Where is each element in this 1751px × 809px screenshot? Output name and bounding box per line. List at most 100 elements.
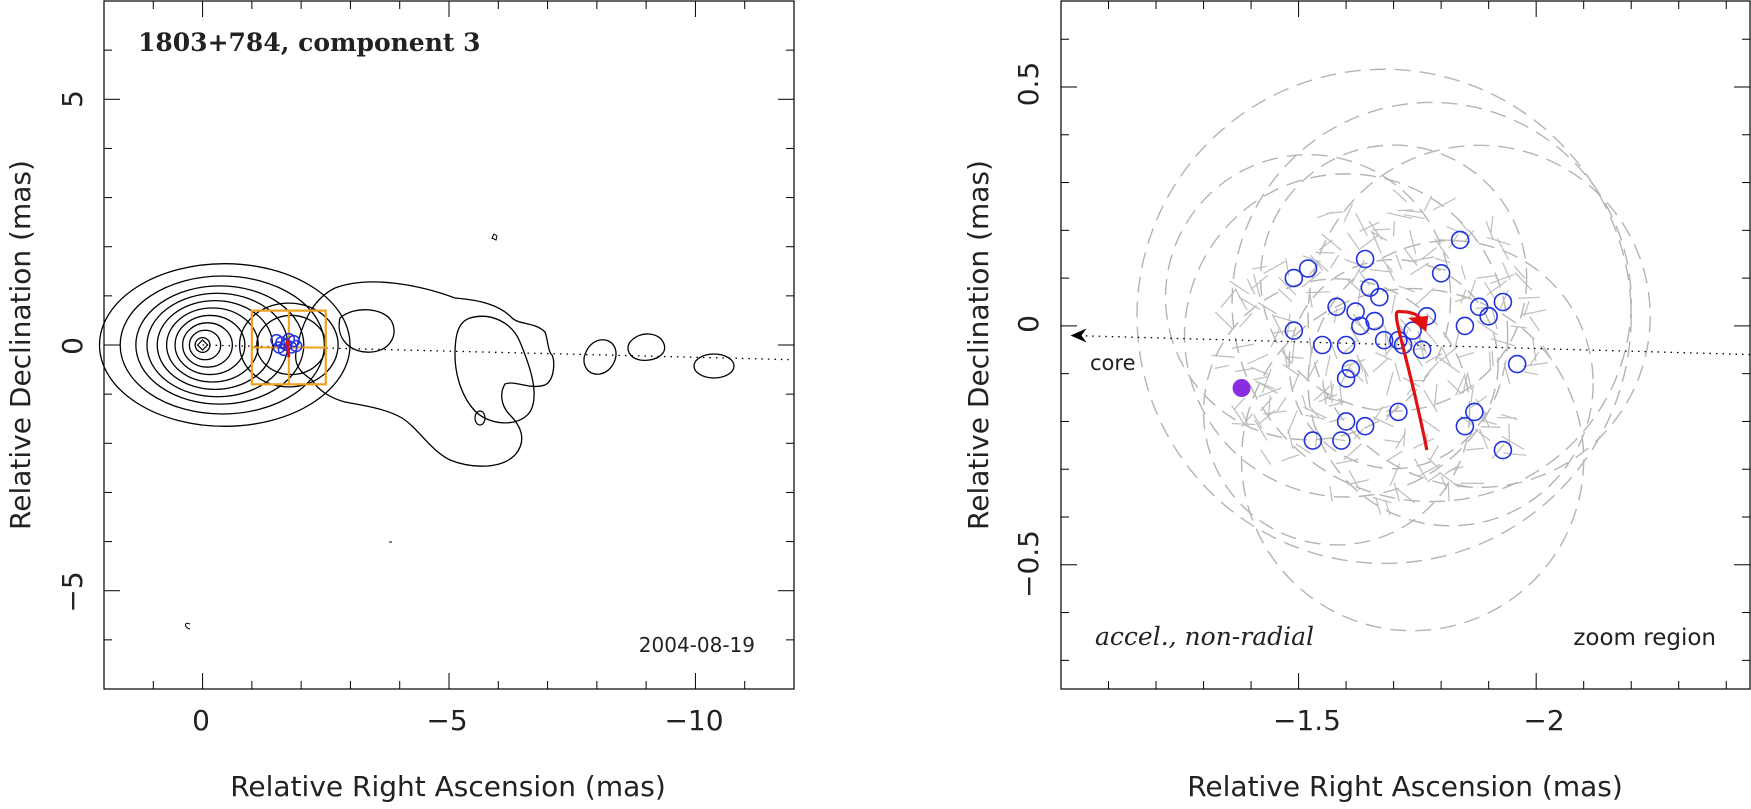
core-arrowhead: [1070, 328, 1087, 343]
uncertainty-dash: [1272, 314, 1297, 324]
uncertainty-dash: [1277, 288, 1293, 302]
uncertainty-dash: [1305, 414, 1326, 420]
uncertainty-dash: [1237, 296, 1261, 311]
uncertainty-dash: [1438, 239, 1460, 242]
uncertainty-dash: [1462, 372, 1469, 394]
core-contour: [156, 299, 274, 391]
uncertainty-dash: [1481, 419, 1497, 425]
uncertainty-dash: [1253, 414, 1263, 429]
left-date-label: 2004-08-19: [639, 633, 755, 657]
uncertainty-dash: [1410, 262, 1429, 276]
uncertainty-dash: [1518, 296, 1540, 299]
left-ylabel: Relative Declination (mas): [4, 160, 37, 530]
uncertainty-dash: [1372, 416, 1394, 428]
uncertainty-dash: [1499, 289, 1509, 309]
model-annotation: accel., non-radial: [1095, 622, 1314, 651]
uncertainty-dash: [1470, 384, 1475, 403]
left-axis-ticks: [104, 1, 794, 689]
component-marker: [272, 341, 286, 354]
uncertainty-dash: [1372, 357, 1389, 373]
uncertainty-dash: [1247, 353, 1269, 365]
uncertainty-dash: [1381, 258, 1393, 272]
component-marker: [1346, 302, 1365, 321]
uncertainty-dash: [1392, 220, 1395, 237]
uncertainty-dash: [1456, 352, 1475, 359]
uncertainty-dash: [1413, 458, 1428, 481]
right-axis-ticks: [1060, 1, 1750, 689]
right-xtick-0: −1.5: [1273, 704, 1341, 737]
component-marker: [1365, 311, 1384, 331]
component-marker: [1469, 297, 1489, 317]
uncertainty-dash: [1387, 212, 1413, 220]
uncertainty-dash: [1508, 423, 1511, 446]
uncertainty-dash: [1490, 215, 1494, 233]
uncertainty-dash: [1393, 482, 1400, 502]
core-contour: [135, 285, 305, 405]
right-ytick-2: −0.5: [1012, 530, 1045, 598]
uncertainty-dash: [1433, 383, 1438, 409]
uncertainty-dash: [1318, 239, 1334, 251]
uncertainty-dash: [1403, 209, 1424, 213]
uncertainty-dash: [1291, 372, 1300, 392]
uncertainty-dash: [1326, 211, 1344, 215]
right-panel: core accel., non-radial zoom region −1.5…: [962, 0, 1751, 803]
uncertainty-dash: [1295, 443, 1312, 455]
uncertainty-dash: [1347, 232, 1360, 251]
component-marker: [1313, 335, 1332, 355]
uncertainty-arc: [1202, 278, 1471, 546]
component-markers: [270, 332, 303, 358]
uncertainty-dash: [1246, 278, 1256, 295]
uncertainty-dash: [1469, 279, 1477, 298]
uncertainty-dash: [1523, 301, 1530, 317]
uncertainty-dash: [1438, 357, 1460, 374]
core-contour: [174, 314, 246, 376]
small-contour: [474, 410, 486, 426]
uncertainty-dash: [1287, 429, 1294, 449]
component-marker: [1336, 412, 1356, 431]
component-marker: [285, 341, 298, 354]
uncertainty-dash: [1454, 330, 1460, 350]
core-direction-line: [1070, 334, 1751, 356]
component-marker: [1336, 335, 1356, 355]
component-marker: [1298, 259, 1318, 278]
fit-start-marker: [1232, 379, 1251, 397]
uncertainty-dash: [1503, 452, 1527, 456]
uncertainty-dash: [1529, 351, 1540, 366]
uncertainty-arc: [1240, 287, 1585, 632]
uncertainty-dash: [1229, 280, 1250, 295]
uncertainty-dash: [1490, 338, 1516, 347]
uncertainty-dash: [1523, 371, 1539, 376]
uncertainty-dash: [1485, 220, 1494, 240]
component-marker: [1403, 321, 1422, 340]
uncertainty-dash: [1465, 447, 1484, 451]
extended-jet-contours: [185, 233, 735, 630]
core-peak-contour: [196, 339, 209, 351]
uncertainty-dash: [1384, 499, 1391, 516]
component-marker: [1332, 431, 1351, 450]
uncertainty-dash: [1408, 256, 1435, 263]
uncertainty-dash: [1384, 326, 1390, 346]
uncertainty-dash: [1287, 410, 1298, 434]
uncertainty-dash: [1329, 254, 1340, 269]
uncertainty-dash: [1301, 395, 1308, 410]
uncertainty-dash: [1413, 437, 1435, 449]
component-marker: [1355, 249, 1375, 269]
core-contours: [98, 263, 351, 427]
component-marker: [1455, 316, 1475, 336]
core-contour: [165, 307, 259, 383]
uncertainty-dash: [1392, 188, 1408, 203]
uncertainty-dash: [1476, 320, 1498, 336]
uncertainty-dash: [1385, 263, 1395, 281]
left-xlabel: Relative Right Ascension (mas): [230, 770, 666, 803]
uncertainty-dash: [1287, 356, 1304, 359]
uncertainty-dash: [1403, 213, 1425, 220]
uncertainty-dash: [1359, 221, 1380, 232]
component-marker: [1465, 402, 1484, 422]
core-label: core: [1090, 351, 1136, 375]
uncertainty-dash: [1343, 203, 1354, 223]
uncertainty-dash: [1231, 422, 1256, 426]
uncertainty-dash: [1529, 316, 1540, 332]
uncertainty-dash: [1325, 396, 1342, 403]
component-marker: [1479, 307, 1498, 326]
uncertainty-dash: [1503, 363, 1511, 385]
